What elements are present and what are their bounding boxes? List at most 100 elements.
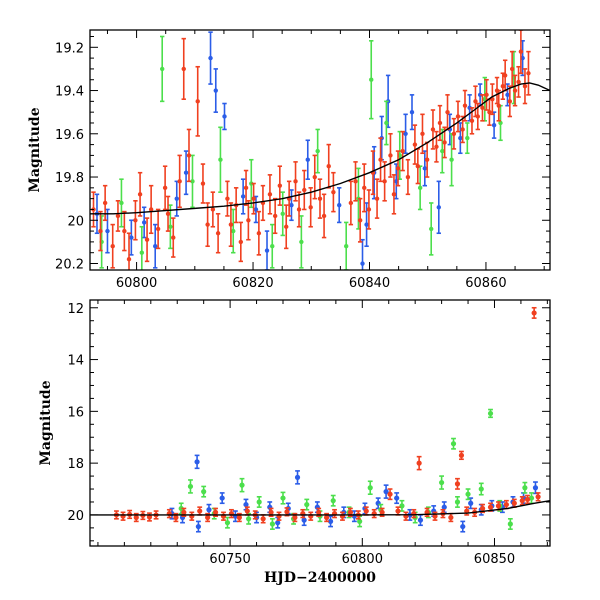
top-s2-point-72	[462, 103, 468, 108]
top-s2-point-55	[388, 153, 393, 158]
top-ytick-label-0: 19.2	[55, 41, 84, 56]
bottom-s1-point-6	[246, 516, 252, 522]
bottom-s2-point-30	[347, 509, 354, 515]
top-s2-point-45	[331, 189, 336, 195]
top-s2-point-7	[133, 218, 138, 223]
top-s0-point-17	[364, 222, 369, 227]
top-s1-point-16	[384, 120, 389, 126]
bottom-s0-point-2	[194, 459, 200, 465]
bottom-s2-point-20	[268, 509, 274, 515]
top-s1-point-12	[315, 148, 320, 154]
top-s0-point-28	[467, 105, 472, 111]
bottom-s0-point-25	[441, 504, 447, 510]
top-s2-point-76	[480, 105, 485, 111]
top-s0-point-31	[505, 92, 510, 98]
top-ytick-label-2: 19.6	[55, 128, 84, 143]
top-s0-point-16	[360, 261, 365, 266]
top-s0-point-14	[305, 157, 310, 162]
top-s2-point-56	[391, 192, 397, 197]
top-s2-point-77	[484, 92, 489, 98]
top-panel-y-axis-title: Magnitude	[27, 107, 43, 192]
top-s2-point-28	[246, 218, 251, 223]
bottom-panel-light-curve-full: 60750 60800 60850 12 14 16 18 20 Magnitude HJD−…	[38, 299, 551, 586]
top-s2-point-90	[526, 71, 531, 76]
bottom-s2-point-56	[535, 494, 541, 500]
top-xtick-label-0: 60800	[116, 276, 157, 291]
top-s0-point-1	[105, 228, 110, 234]
top-panel-light-curve-zoom: 60800 60820 60840 60860 19.2 19.4 19.6 19.8 20 20…	[27, 29, 551, 291]
top-s2-point-33	[272, 213, 278, 219]
top-s2-point-37	[293, 179, 298, 184]
top-s2-point-18	[195, 99, 200, 104]
bottom-s1-point-8	[269, 521, 276, 527]
bottom-s1-point-18	[399, 503, 405, 509]
top-s2-point-6	[126, 256, 132, 262]
top-s0-point-27	[458, 135, 463, 141]
bottom-s2-point-13	[212, 509, 219, 515]
top-s2-point-50	[366, 207, 372, 212]
top-xtick-label-2: 60840	[349, 276, 390, 291]
bottom-s1-point-24	[465, 491, 471, 497]
top-s0-point-25	[436, 205, 441, 210]
top-s2-point-4	[115, 213, 121, 219]
top-s2-point-66	[437, 120, 443, 126]
bottom-s2-point-49	[487, 504, 494, 510]
top-s1-point-19	[429, 226, 434, 232]
bottom-s0-point-10	[275, 520, 281, 526]
top-s1-point-7	[231, 228, 236, 234]
top-panel-frame	[89, 29, 551, 271]
bottom-panel-data-layer	[90, 306, 550, 533]
bottom-s1-point-29	[522, 485, 528, 491]
bottom-s2-point-44	[454, 481, 461, 487]
top-s2-point-57	[395, 166, 401, 171]
bottom-s2-point-50	[495, 503, 502, 509]
top-s2-point-14	[171, 235, 176, 240]
bottom-s0-point-15	[327, 518, 334, 525]
top-s2-point-48	[357, 218, 363, 223]
bottom-series-0	[169, 454, 539, 533]
top-s1-point-24	[498, 120, 503, 126]
bottom-s2-point-43	[448, 514, 454, 521]
top-ytick-label-4: 20	[67, 214, 84, 229]
top-s2-point-3	[110, 244, 115, 249]
top-s2-point-63	[424, 157, 430, 162]
top-s2-point-69	[451, 131, 457, 136]
bottom-s0-point-5	[219, 495, 225, 501]
top-s0-point-5	[174, 196, 179, 201]
top-s2-point-73	[469, 118, 475, 124]
top-s2-point-52	[374, 196, 380, 201]
bottom-s2-point-54	[524, 496, 531, 502]
bottom-s2-point-8	[173, 514, 179, 521]
bottom-s2-point-12	[205, 514, 211, 521]
top-s2-point-82	[500, 84, 506, 89]
top-xtick-label-3: 60860	[465, 276, 506, 291]
bottom-s0-point-27	[468, 500, 474, 506]
top-s2-point-85	[509, 66, 515, 72]
top-series-0	[94, 31, 525, 270]
bottom-s2-point-36	[395, 508, 401, 514]
bottom-s0-point-13	[301, 517, 307, 523]
bottom-s1-point-11	[304, 501, 310, 508]
top-s0-point-15	[337, 202, 342, 208]
bottom-s1-point-25	[478, 486, 484, 492]
top-s0-point-12	[264, 248, 270, 253]
top-s0-point-13	[289, 202, 294, 208]
top-s0-point-6	[183, 170, 189, 175]
top-s2-point-8	[137, 192, 143, 197]
top-s2-point-5	[122, 228, 127, 234]
top-s2-point-16	[181, 66, 186, 72]
top-s0-point-10	[240, 194, 246, 199]
bottom-panel-frame	[89, 299, 551, 547]
bottom-s1-point-28	[507, 521, 513, 527]
top-s2-point-15	[177, 179, 182, 184]
bottom-s2-point-11	[197, 508, 203, 514]
top-s0-point-7	[208, 55, 213, 61]
top-s2-point-71	[460, 127, 465, 132]
bottom-s1-point-4	[224, 520, 231, 526]
bottom-s2-point-26	[316, 509, 322, 515]
bottom-s2-point-9	[181, 509, 187, 515]
top-s2-point-9	[144, 237, 150, 242]
bottom-panel-ticks: 60750 60800 60850 12 14 16 18 20	[67, 300, 550, 567]
top-s0-point-30	[491, 122, 497, 128]
